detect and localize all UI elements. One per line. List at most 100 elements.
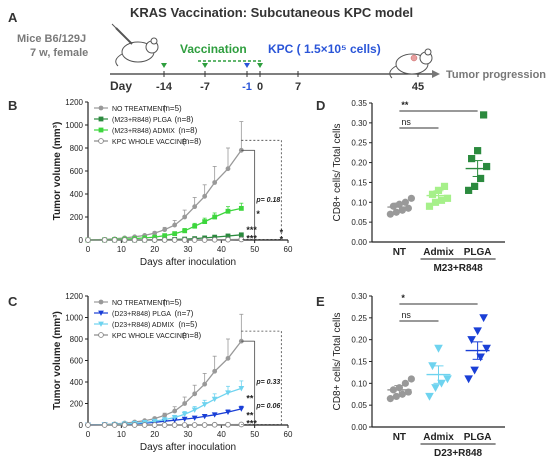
data-point xyxy=(172,408,178,414)
y-tick-label: 0.15 xyxy=(351,178,367,187)
data-point xyxy=(225,409,231,415)
legend-label: KPC WHOLE VACCINE xyxy=(112,333,187,340)
y-axis-label: Tumor volume (mm³) xyxy=(52,311,63,410)
data-point xyxy=(238,406,245,412)
timeline-tick-label: -14 xyxy=(156,81,173,93)
data-point xyxy=(182,401,188,406)
data-point xyxy=(161,237,168,243)
significance-annotation: ** xyxy=(246,393,254,403)
y-tick-label: 0.00 xyxy=(351,238,367,247)
legend-n: (n=8) xyxy=(178,126,197,135)
data-point xyxy=(85,237,91,243)
x-axis-label: Days after inoculation xyxy=(140,257,236,268)
data-point xyxy=(201,422,208,428)
data-point xyxy=(182,214,188,220)
data-point xyxy=(161,422,168,428)
legend-n: (n=8) xyxy=(182,331,201,340)
data-point xyxy=(480,111,488,119)
group-2 xyxy=(464,314,491,384)
data-point xyxy=(440,182,449,190)
data-point xyxy=(211,412,218,418)
data-point xyxy=(201,402,208,408)
data-point xyxy=(191,415,198,421)
data-point xyxy=(431,198,440,206)
annotations: p= 0.33p= 0.06******* xyxy=(246,379,280,428)
significance-annotation: * xyxy=(256,209,260,219)
y-axis-label: CD8+ cells/ Total cells xyxy=(332,313,343,411)
data-point xyxy=(161,417,168,423)
group-label: D23+R848 xyxy=(434,448,483,459)
y-tick-label: 200 xyxy=(70,213,84,222)
annotations: p= 0.18********* xyxy=(246,197,283,244)
group-2 xyxy=(465,111,491,194)
x-axis-label: Days after inoculation xyxy=(140,442,236,453)
legend-label: NO TREATMENT xyxy=(112,106,167,113)
legend-label: (D23+R848) PLGA xyxy=(112,311,171,318)
y-tick-label: 0.10 xyxy=(351,198,367,207)
y-tick-label: 0.25 xyxy=(351,139,367,148)
data-point xyxy=(471,182,479,190)
data-point xyxy=(425,202,434,210)
data-point xyxy=(401,198,409,206)
data-point xyxy=(101,422,108,428)
data-point xyxy=(98,310,104,316)
vaccination-label: Vaccination xyxy=(180,42,247,56)
y-tick-label: 0.25 xyxy=(351,314,367,323)
y-tick-label: 0.00 xyxy=(351,423,367,432)
data-point xyxy=(111,237,118,243)
y-tick-label: 0 xyxy=(79,236,84,245)
data-point xyxy=(386,395,394,403)
significance-label: ** xyxy=(401,100,409,110)
data-point xyxy=(428,190,437,198)
y-tick-label: 200 xyxy=(70,400,84,409)
data-point xyxy=(191,407,198,413)
data-point xyxy=(141,237,148,243)
series-3 xyxy=(85,421,245,428)
x-tick-label: 0 xyxy=(86,245,91,254)
legend-n: (n=5) xyxy=(178,320,197,329)
data-point xyxy=(467,336,476,344)
panel-e-cd8-scatter: E 0.00 0.05 0.10 0.15 0.20 0.25 0.30 CD8+ cells/… xyxy=(316,292,505,459)
timeline-tick-label: -1 xyxy=(242,81,252,93)
data-point xyxy=(111,422,118,428)
timeline-arrow xyxy=(432,70,440,78)
data-point xyxy=(238,232,244,238)
data-point xyxy=(101,237,108,243)
data-point xyxy=(141,422,148,428)
data-point xyxy=(162,227,168,233)
timeline-ticks: -14 -7 -1 0 7 45 xyxy=(156,63,424,93)
data-point xyxy=(181,422,188,428)
data-point xyxy=(386,210,394,218)
group-1 xyxy=(425,344,452,401)
data-point xyxy=(407,194,415,202)
y-tick-label: 800 xyxy=(70,144,84,153)
data-point xyxy=(98,105,104,111)
data-point xyxy=(225,390,231,396)
data-point xyxy=(181,416,188,422)
data-point xyxy=(431,384,440,393)
data-point xyxy=(225,233,231,239)
figure-title: KRAS Vaccination: Subcutaneous KPC model xyxy=(130,5,413,20)
data-point xyxy=(98,138,104,144)
x-tick-label: 10 xyxy=(117,245,126,254)
panel-letter: E xyxy=(316,294,325,309)
data-point xyxy=(443,194,452,202)
data-point xyxy=(470,366,479,375)
kpc-label: KPC ( 1.5×10⁵ cells) xyxy=(268,42,381,56)
p-value-annotation: p= 0.33 xyxy=(255,379,280,386)
series-2 xyxy=(85,380,245,428)
x-tick-label: 40 xyxy=(217,245,226,254)
y-tick-label: 1200 xyxy=(65,292,83,301)
data-point xyxy=(443,375,452,384)
data-point xyxy=(392,208,400,216)
data-point xyxy=(225,236,231,243)
panel-d-cd8-scatter: D 0.00 0.05 0.10 0.15 0.20 0.25 0.30 0.35 CD8+ ce… xyxy=(316,98,505,274)
data-point xyxy=(121,237,128,243)
data-point xyxy=(225,208,231,214)
significance-annotation: *** xyxy=(246,419,257,429)
data-point xyxy=(172,222,178,228)
data-point xyxy=(211,421,218,428)
y-tick-label: 0.05 xyxy=(351,218,367,227)
data-point xyxy=(202,219,208,224)
